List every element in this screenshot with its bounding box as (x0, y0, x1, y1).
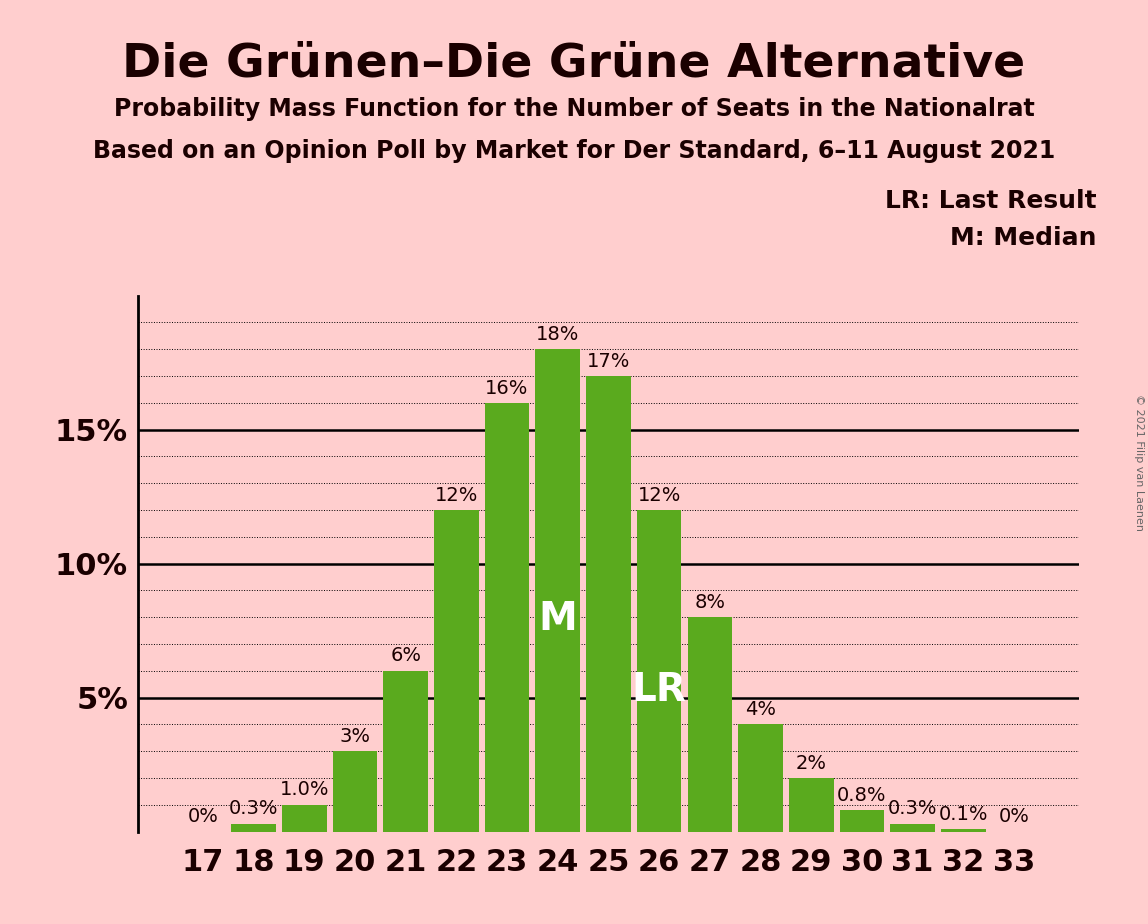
Text: 4%: 4% (745, 700, 776, 719)
Text: 1.0%: 1.0% (279, 781, 329, 799)
Text: LR: LR (631, 671, 687, 709)
Text: 18%: 18% (536, 325, 580, 344)
Text: Die Grünen–Die Grüne Alternative: Die Grünen–Die Grüne Alternative (123, 42, 1025, 87)
Bar (738, 724, 783, 832)
Text: 0.3%: 0.3% (887, 799, 938, 819)
Bar (789, 778, 833, 832)
Text: M: Median: M: Median (949, 226, 1096, 250)
Text: 3%: 3% (340, 727, 371, 746)
Text: 17%: 17% (587, 352, 630, 371)
Text: Probability Mass Function for the Number of Seats in the Nationalrat: Probability Mass Function for the Number… (114, 97, 1034, 121)
Bar (535, 349, 580, 832)
Text: © 2021 Filip van Laenen: © 2021 Filip van Laenen (1134, 394, 1143, 530)
Bar (637, 510, 682, 832)
Bar (282, 805, 326, 832)
Text: 0%: 0% (999, 808, 1030, 826)
Text: 0.3%: 0.3% (228, 799, 278, 819)
Bar (839, 810, 884, 832)
Text: 6%: 6% (390, 647, 421, 665)
Bar (231, 823, 276, 832)
Text: 0.8%: 0.8% (837, 785, 886, 805)
Text: 12%: 12% (435, 486, 478, 505)
Text: 16%: 16% (486, 379, 529, 397)
Bar (587, 376, 630, 832)
Bar (333, 751, 378, 832)
Text: M: M (538, 601, 577, 638)
Text: 0.1%: 0.1% (939, 805, 988, 823)
Text: 0%: 0% (187, 808, 218, 826)
Bar (434, 510, 479, 832)
Text: 12%: 12% (637, 486, 681, 505)
Text: LR: Last Result: LR: Last Result (885, 189, 1096, 213)
Bar (484, 403, 529, 832)
Text: Based on an Opinion Poll by Market for Der Standard, 6–11 August 2021: Based on an Opinion Poll by Market for D… (93, 139, 1055, 163)
Bar (891, 823, 934, 832)
Text: 8%: 8% (695, 593, 726, 612)
Text: 2%: 2% (796, 754, 827, 772)
Bar (941, 829, 986, 832)
Bar (688, 617, 732, 832)
Bar (383, 671, 428, 832)
